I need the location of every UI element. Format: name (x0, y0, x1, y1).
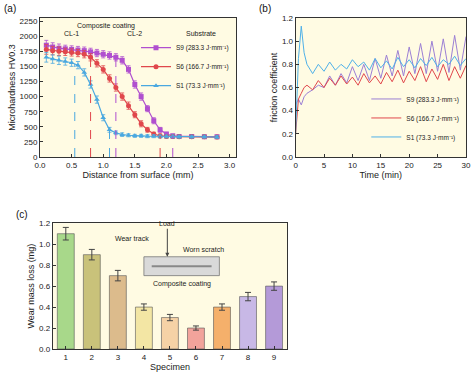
svg-text:Wear mass loss (mg): Wear mass loss (mg) (26, 244, 36, 329)
svg-text:20: 20 (405, 161, 414, 170)
svg-text:Composite coating: Composite coating (77, 22, 135, 30)
svg-text:3: 3 (116, 353, 121, 362)
svg-text:7: 7 (220, 353, 225, 362)
svg-text:250: 250 (24, 138, 38, 147)
svg-text:Specimen: Specimen (150, 362, 190, 372)
svg-text:Worn scratch: Worn scratch (183, 246, 224, 253)
svg-text:6: 6 (194, 353, 199, 362)
svg-text:750: 750 (24, 107, 38, 116)
svg-text:9: 9 (272, 353, 277, 362)
svg-text:25: 25 (433, 161, 442, 170)
svg-text:CL-1: CL-1 (64, 30, 79, 37)
svg-text:10: 10 (348, 161, 357, 170)
svg-text:0.0: 0.0 (282, 153, 294, 162)
svg-text:0.2: 0.2 (282, 130, 294, 139)
svg-text:1.0: 1.0 (282, 37, 294, 46)
svg-text:0.4: 0.4 (282, 106, 294, 115)
svg-text:1750: 1750 (20, 47, 38, 56)
svg-text:friction coefficient: friction coefficient (269, 52, 279, 122)
svg-text:S9 (283.3 J·mm⁻¹): S9 (283.3 J·mm⁻¹) (176, 44, 229, 52)
svg-text:1.2: 1.2 (39, 219, 51, 228)
svg-text:0.6: 0.6 (282, 83, 294, 92)
svg-text:0.8: 0.8 (282, 60, 294, 69)
svg-text:Wear track: Wear track (115, 235, 149, 242)
svg-text:2250: 2250 (20, 17, 38, 26)
svg-text:S6 (166.7 J·mm⁻¹): S6 (166.7 J·mm⁻¹) (176, 63, 229, 71)
svg-text:1000: 1000 (20, 92, 38, 101)
svg-text:(a): (a) (4, 3, 16, 14)
svg-text:Distance from surface (mm): Distance from surface (mm) (82, 170, 193, 180)
svg-text:1500: 1500 (20, 62, 38, 71)
svg-text:2.5: 2.5 (192, 161, 204, 170)
svg-text:S6 (166.7 J·mm⁻¹): S6 (166.7 J·mm⁻¹) (406, 114, 459, 122)
svg-text:5: 5 (322, 161, 327, 170)
svg-text:1.0: 1.0 (98, 161, 110, 170)
svg-text:Composite coating: Composite coating (153, 280, 211, 288)
svg-text:(b): (b) (259, 3, 271, 14)
svg-text:5: 5 (168, 353, 173, 362)
svg-text:0.6: 0.6 (39, 282, 51, 291)
svg-text:15: 15 (376, 161, 385, 170)
svg-text:1: 1 (64, 353, 69, 362)
svg-text:1.2: 1.2 (282, 14, 294, 23)
svg-text:(c): (c) (16, 209, 28, 220)
svg-text:4: 4 (142, 353, 147, 362)
svg-text:2000: 2000 (20, 32, 38, 41)
svg-text:Substrate: Substrate (186, 30, 216, 37)
svg-text:1250: 1250 (20, 77, 38, 86)
svg-text:0.0: 0.0 (39, 345, 51, 354)
svg-text:500: 500 (24, 123, 38, 132)
svg-text:3.0: 3.0 (224, 161, 236, 170)
svg-text:2.0: 2.0 (161, 161, 173, 170)
svg-text:0: 0 (293, 161, 298, 170)
svg-text:Microhardness HV0.3: Microhardness HV0.3 (7, 44, 17, 131)
svg-text:8: 8 (246, 353, 251, 362)
svg-text:CL-2: CL-2 (127, 30, 142, 37)
svg-text:0.8: 0.8 (39, 261, 51, 270)
svg-text:0: 0 (33, 153, 38, 162)
svg-text:S1 (73.3 J·mm⁻¹): S1 (73.3 J·mm⁻¹) (176, 82, 225, 90)
svg-text:1.5: 1.5 (129, 161, 141, 170)
svg-text:S9 (283.3 J·mm⁻¹): S9 (283.3 J·mm⁻¹) (406, 95, 459, 103)
svg-text:2: 2 (90, 353, 95, 362)
svg-text:Time (min): Time (min) (359, 170, 402, 180)
svg-text:1.0: 1.0 (39, 240, 51, 249)
svg-text:Load: Load (159, 220, 175, 227)
svg-text:0.5: 0.5 (66, 161, 78, 170)
svg-text:0.0: 0.0 (34, 161, 46, 170)
svg-text:0.4: 0.4 (39, 303, 51, 312)
svg-text:S1 (73.3 J·mm⁻¹): S1 (73.3 J·mm⁻¹) (406, 133, 455, 141)
svg-text:30: 30 (462, 161, 471, 170)
svg-text:0.2: 0.2 (39, 324, 51, 333)
